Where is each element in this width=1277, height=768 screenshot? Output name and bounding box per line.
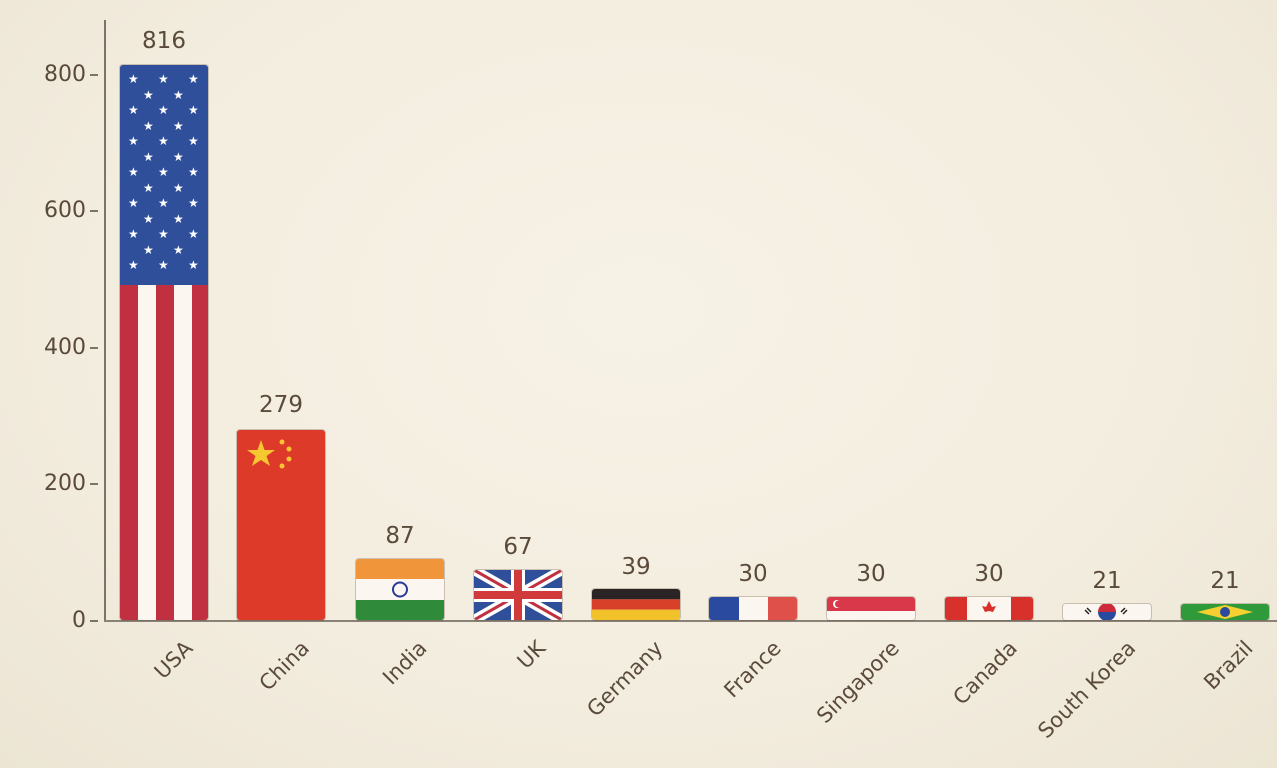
star-icon: ★: [128, 258, 139, 272]
y-tick-600: 600: [0, 199, 98, 223]
uk-flag-icon: [474, 570, 562, 620]
star-icon: ★: [158, 196, 169, 210]
bar-china[interactable]: [237, 430, 325, 620]
star-icon: ★: [128, 134, 139, 148]
star-icon: ★: [128, 103, 139, 117]
brazil-flag-icon: [1181, 604, 1269, 620]
star-icon: ★: [143, 149, 154, 164]
y-axis: [104, 20, 106, 621]
star-icon: ★: [188, 72, 199, 86]
bar-usa[interactable]: ★ ★ ★ ★ ★ ★ ★ ★ ★ ★ ★ ★ ★ ★ ★ ★ ★ ★ ★ ★ ★ ★ ★ ★ ★ ★ ★ ★ ★ ★ ★ ★ ★: [120, 65, 208, 620]
bar-canada[interactable]: [945, 597, 1033, 620]
star-icon: ★: [173, 149, 184, 164]
value-label-canada: 30: [974, 561, 1004, 587]
y-tick-0: 0: [0, 609, 98, 633]
star-icon: ★: [143, 211, 154, 226]
star-icon: ★: [173, 242, 184, 257]
bar-uk[interactable]: [474, 570, 562, 620]
star-icon: ★: [158, 103, 169, 117]
value-label-india: 87: [385, 523, 415, 549]
star-icon: ★: [188, 196, 199, 210]
value-label-china: 279: [259, 392, 303, 418]
star-icon: ★: [188, 227, 199, 241]
bar-france[interactable]: [709, 597, 797, 620]
star-icon: ★: [173, 180, 184, 195]
bar-india[interactable]: [356, 559, 444, 620]
y-tick-400: 400: [0, 336, 98, 360]
star-icon: ★: [173, 118, 184, 133]
star-icon: ★: [143, 180, 154, 195]
india-flag-icon: [356, 559, 444, 620]
value-label-brazil: 21: [1210, 568, 1240, 594]
star-icon: ★: [128, 165, 139, 179]
star-icon: ★: [128, 72, 139, 86]
bar-south-korea[interactable]: [1063, 604, 1151, 620]
value-label-uk: 67: [503, 534, 533, 560]
y-tick-200: 200: [0, 472, 98, 496]
star-icon: ★: [128, 196, 139, 210]
star-icon: ★: [158, 134, 169, 148]
star-icon: ★: [128, 227, 139, 241]
canada-flag-icon: [945, 597, 1033, 620]
star-icon: ★: [173, 87, 184, 102]
star-icon: ★: [158, 258, 169, 272]
star-icon: ★: [158, 165, 169, 179]
value-label-france: 30: [738, 561, 768, 587]
star-icon: ★: [158, 72, 169, 86]
star-icon: ★: [188, 165, 199, 179]
value-label-usa: 816: [142, 28, 186, 54]
germany-flag-icon: [592, 589, 680, 620]
star-icon: ★: [173, 211, 184, 226]
star-icon: ★: [143, 242, 154, 257]
star-icon: ★: [188, 258, 199, 272]
star-icon: ★: [188, 103, 199, 117]
bar-singapore[interactable]: [827, 597, 915, 620]
france-flag-icon: [709, 597, 797, 620]
value-label-singapore: 30: [856, 561, 886, 587]
china-flag-icon: [247, 439, 292, 469]
value-label-germany: 39: [621, 554, 651, 580]
star-icon: ★: [188, 134, 199, 148]
star-icon: ★: [158, 227, 169, 241]
x-axis: [104, 620, 1277, 622]
usa-flag-icon: ★ ★ ★ ★ ★ ★ ★ ★ ★ ★ ★ ★ ★ ★ ★ ★ ★ ★ ★ ★ ★ ★ ★ ★ ★ ★ ★ ★ ★ ★ ★ ★ ★: [120, 65, 208, 620]
star-icon: ★: [143, 118, 154, 133]
south-korea-flag-icon: [1063, 604, 1151, 620]
value-label-south-korea: 21: [1092, 568, 1122, 594]
singapore-flag-icon: [827, 597, 915, 620]
star-icon: ★: [143, 87, 154, 102]
bar-germany[interactable]: [592, 589, 680, 620]
y-tick-800: 800: [0, 63, 98, 87]
bar-brazil[interactable]: [1181, 604, 1269, 620]
